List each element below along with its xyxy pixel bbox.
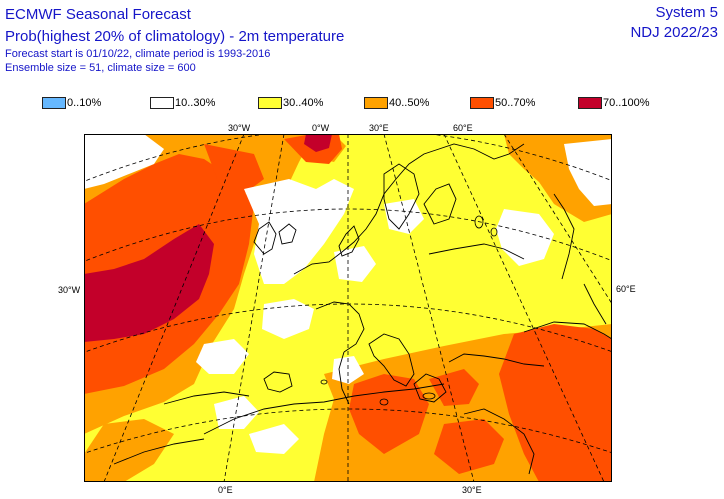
tick-top-0e: 0°W — [312, 123, 330, 133]
shading-10-30 — [84, 134, 164, 189]
forecast-info: Forecast start is 01/10/22, climate peri… — [5, 48, 271, 60]
shading-50-70 — [204, 144, 264, 194]
tick-bottom-30e: 30°E — [462, 485, 482, 495]
legend-item-70-100: 70..100% — [578, 96, 649, 110]
legend-item-30-40: 30..40% — [258, 96, 323, 110]
shading-10-30 — [196, 339, 249, 374]
shading-50-70 — [499, 324, 612, 482]
legend: 0..10% 10..30% 30..40% 40..50% 50..70% 7… — [42, 96, 702, 110]
legend-label: 10..30% — [175, 97, 216, 109]
legend-swatch — [470, 97, 494, 109]
legend-label: 30..40% — [283, 97, 324, 109]
tick-left-30w: 30°W — [58, 285, 81, 295]
tick-top-30w: 30°W — [228, 123, 251, 133]
shading-10-30 — [384, 199, 424, 234]
shading-10-30 — [214, 396, 259, 429]
shading-50-70 — [429, 369, 479, 406]
islands — [320, 215, 498, 406]
legend-label: 50..70% — [495, 97, 536, 109]
shading-10-30 — [564, 139, 612, 206]
legend-swatch — [42, 97, 66, 109]
legend-label: 40..50% — [389, 97, 430, 109]
map-title: ECMWF Seasonal Forecast — [5, 6, 191, 23]
shading-70-100 — [84, 224, 214, 342]
legend-swatch — [578, 97, 602, 109]
map-frame — [84, 134, 612, 482]
legend-swatch — [364, 97, 388, 109]
legend-swatch — [150, 97, 174, 109]
map-subtitle: Prob(highest 20% of climatology) - 2m te… — [5, 28, 345, 45]
legend-label: 70..100% — [603, 97, 650, 109]
shading-40-50 — [84, 419, 174, 482]
legend-item-50-70: 50..70% — [470, 96, 535, 110]
shading-10-30 — [262, 299, 314, 339]
shading-70-100 — [304, 134, 332, 152]
shading-50-70 — [434, 419, 504, 474]
legend-item-0-10: 0..10% — [42, 96, 101, 110]
coastlines — [113, 143, 612, 475]
tick-top-60e: 60°E — [453, 123, 473, 133]
tick-right-60e: 60°E — [616, 284, 636, 294]
legend-swatch — [258, 97, 282, 109]
legend-item-40-50: 40..50% — [364, 96, 429, 110]
ensemble-info: Ensemble size = 51, climate size = 600 — [5, 62, 196, 74]
forecast-map — [84, 134, 612, 482]
shading-10-30 — [249, 424, 299, 454]
graticule — [84, 134, 612, 482]
tick-top-30e: 30°E — [369, 123, 389, 133]
legend-item-10-30: 10..30% — [150, 96, 215, 110]
legend-label: 0..10% — [67, 97, 102, 109]
system-label: System 5 — [655, 4, 718, 21]
tick-bottom-0e: 0°E — [218, 485, 233, 495]
period-label: NDJ 2022/23 — [630, 24, 718, 41]
